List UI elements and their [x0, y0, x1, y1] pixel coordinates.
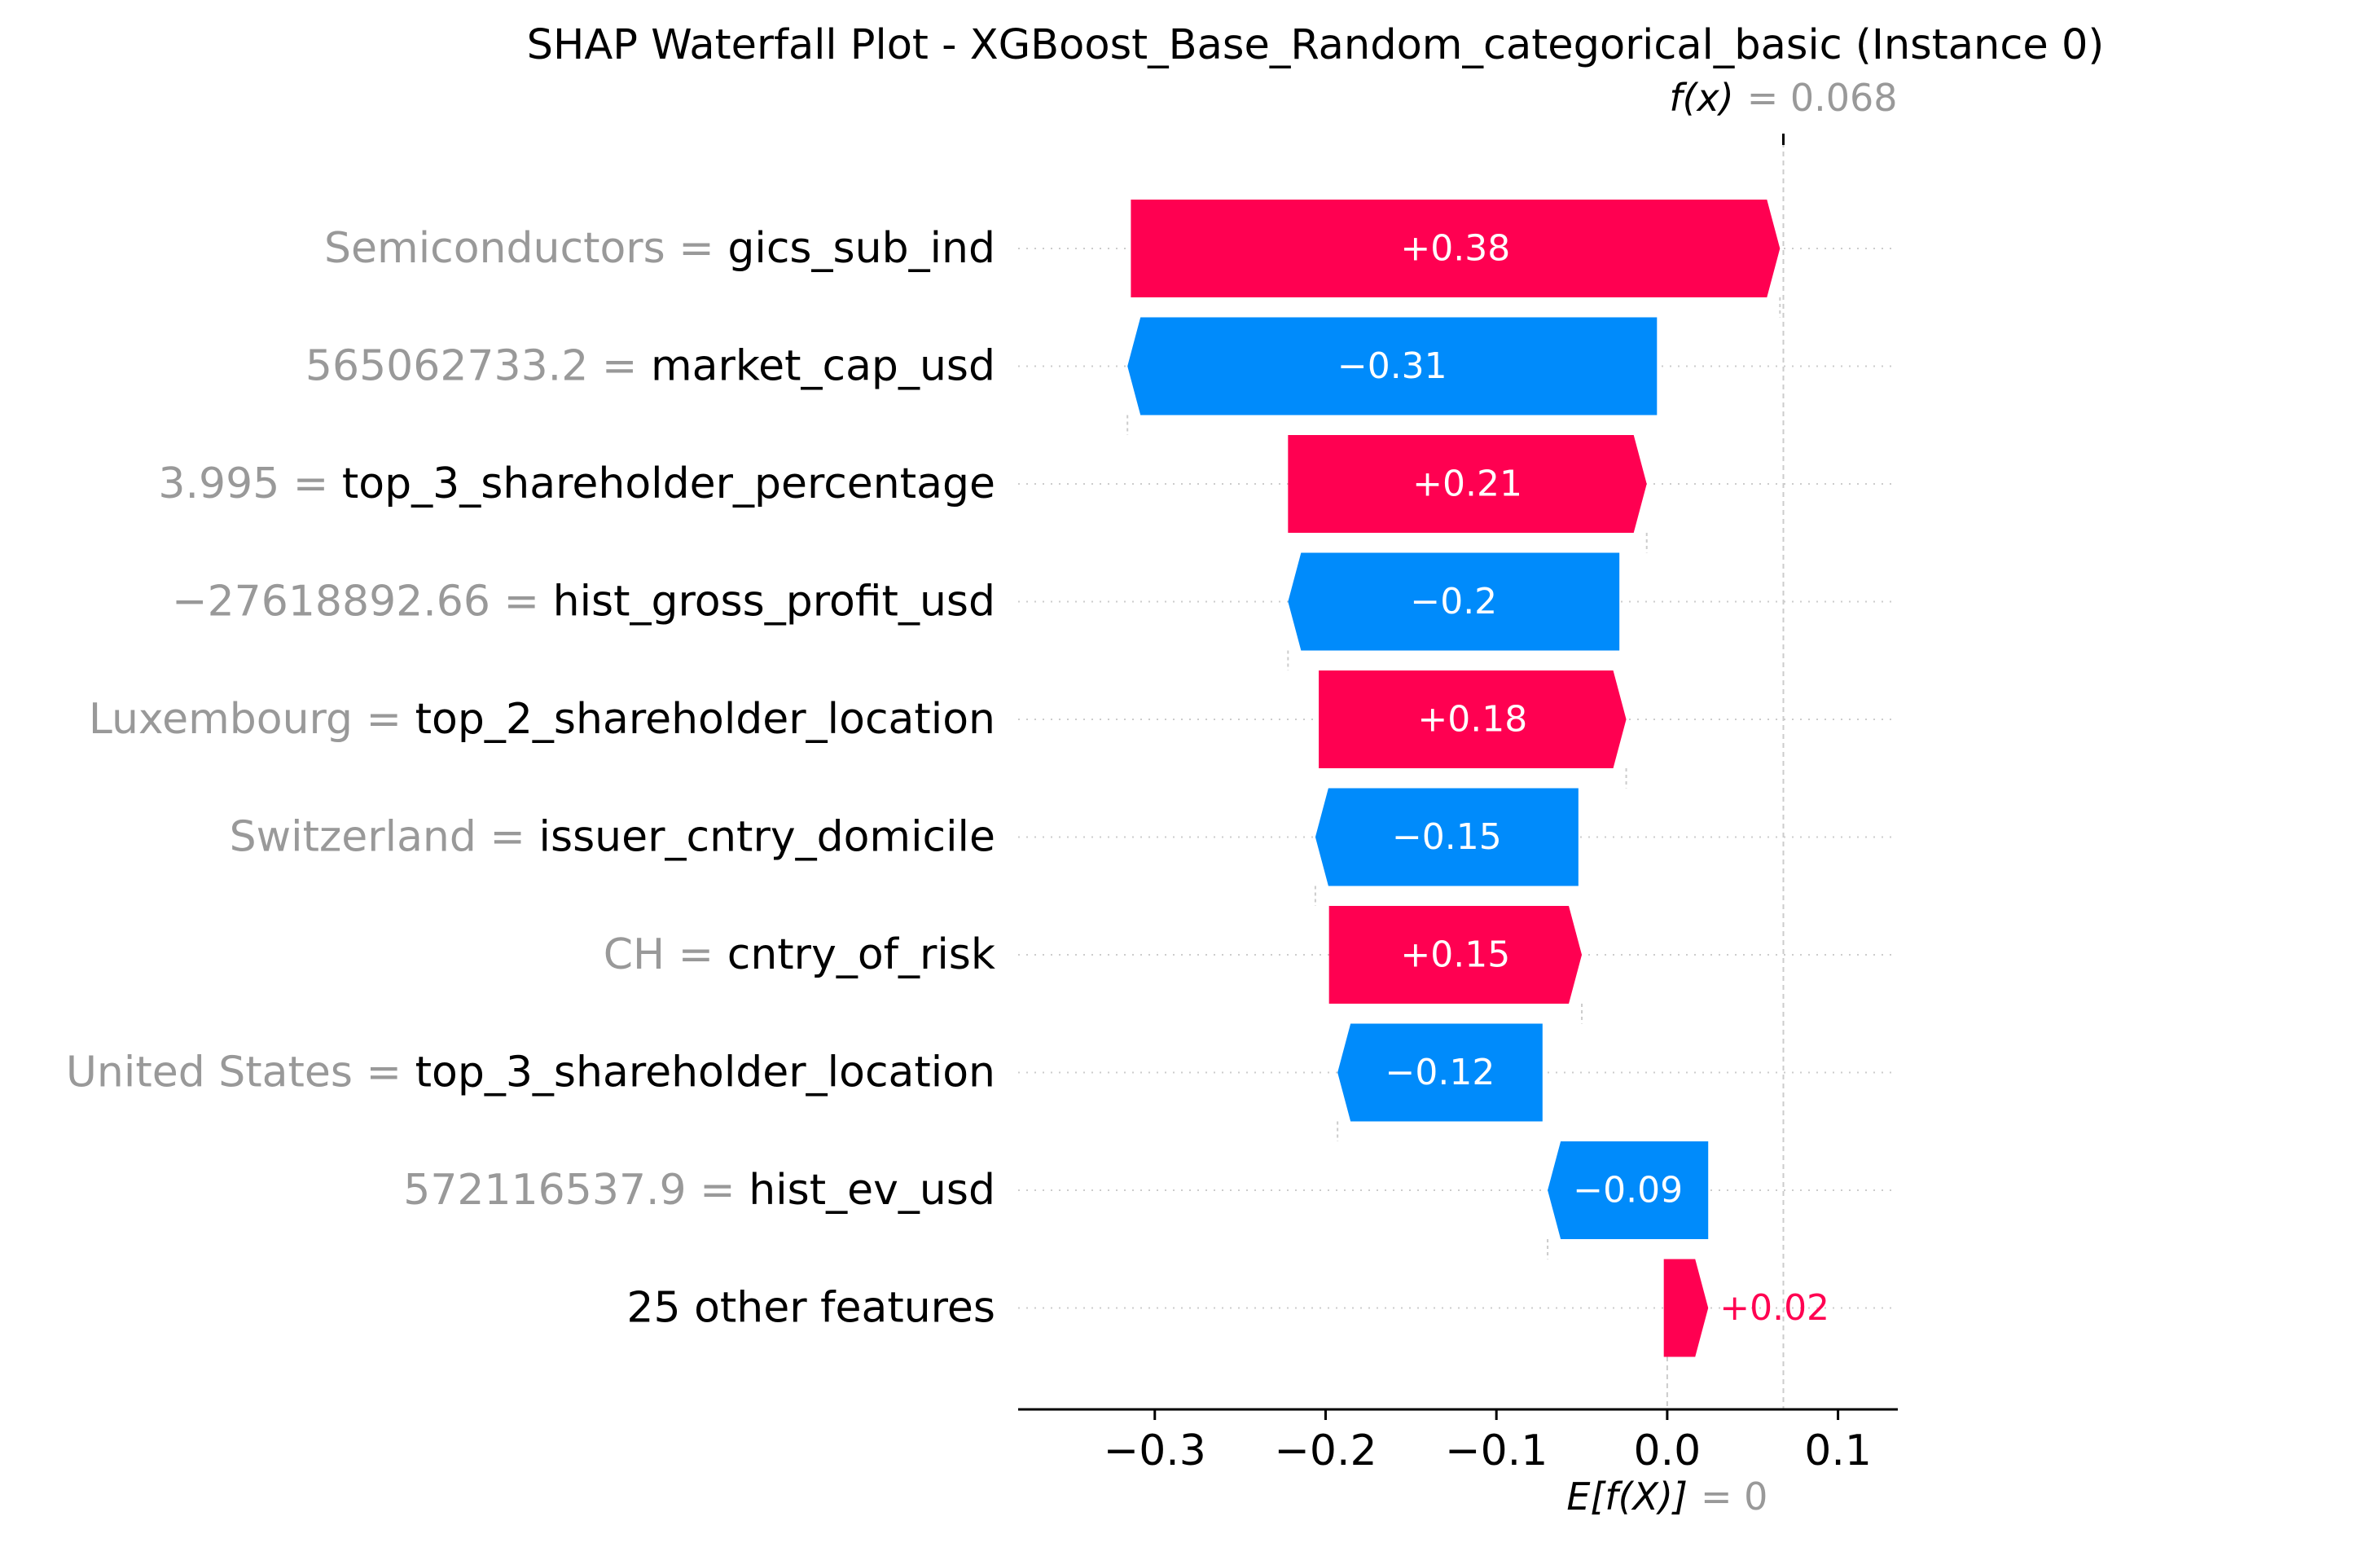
feature-label: CH = cntry_of_risk — [604, 930, 995, 979]
feature-label: United States = top_3_shareholder_locati… — [66, 1048, 995, 1097]
bar-value-label: −0.09 — [1573, 1170, 1683, 1211]
feature-label: −27618892.66 = hist_gross_profit_usd — [172, 578, 995, 626]
feature-value-text: CH — [604, 930, 665, 979]
feature-name-text: top_3_shareholder_location — [415, 1048, 995, 1097]
output-value-annotation: f(x) = 0.068 — [1669, 76, 1897, 120]
expected-value-number: = 0 — [1701, 1475, 1767, 1519]
feature-value-text: Luxembourg — [89, 695, 353, 744]
chart-title: SHAP Waterfall Plot - XGBoost_Base_Rando… — [527, 21, 2105, 69]
expected-value-annotation: E[f(X)] = 0 — [1566, 1475, 1767, 1519]
positive-bar — [1319, 670, 1627, 768]
negative-bar — [1548, 1141, 1709, 1239]
feature-label: 565062733.2 = market_cap_usd — [305, 342, 995, 391]
output-value-number: = 0.068 — [1747, 76, 1898, 120]
negative-bar — [1337, 1023, 1543, 1122]
feature-name-text: market_cap_usd — [651, 342, 995, 391]
feature-label: Luxembourg = top_2_shareholder_location — [89, 695, 995, 744]
feature-labels: Semiconductors = gics_sub_ind 565062733.2… — [66, 224, 995, 1333]
feature-name-text: issuer_cntry_domicile — [539, 813, 995, 862]
feature-value-text: Semiconductors — [324, 224, 665, 273]
equals-sign: = — [588, 342, 651, 391]
feature-value-text: 572116537.9 — [403, 1166, 686, 1215]
x-tick-label: 0.1 — [1804, 1427, 1872, 1475]
feature-name-text: top_2_shareholder_location — [415, 695, 995, 744]
x-tick-label: −0.3 — [1104, 1427, 1206, 1475]
positive-bar — [1663, 1259, 1709, 1357]
feature-name-text: 25 other features — [626, 1284, 995, 1333]
equals-sign: = — [279, 459, 342, 508]
positive-bar — [1328, 906, 1583, 1004]
positive-bar — [1131, 200, 1781, 297]
value-annotations: +0.38 −0.31 +0.21 −0.2 +0.18 −0.15 +0.15 −0.12 −… — [1337, 76, 1898, 1519]
bar-value-label: +0.15 — [1400, 934, 1510, 976]
feature-label: 3.995 = top_3_shareholder_percentage — [158, 459, 995, 508]
bar-value-label: +0.21 — [1412, 464, 1522, 505]
feature-label: 572116537.9 = hist_ev_usd — [403, 1166, 995, 1215]
bar-value-label: +0.18 — [1417, 699, 1527, 741]
feature-label: Switzerland = issuer_cntry_domicile — [230, 813, 995, 862]
feature-value-text: United States — [66, 1048, 353, 1097]
bar-value-label: +0.38 — [1400, 228, 1510, 270]
feature-name-text: hist_ev_usd — [749, 1166, 995, 1215]
bar-value-label: −0.31 — [1337, 345, 1447, 387]
negative-bar — [1127, 317, 1658, 415]
feature-label: Semiconductors = gics_sub_ind — [324, 224, 995, 273]
x-axis: −0.3 −0.2 −0.1 0.0 0.1 — [1018, 134, 1898, 1475]
equals-sign: = — [476, 813, 539, 862]
bars — [1127, 200, 1781, 1357]
equals-sign: = — [665, 224, 728, 273]
positive-bar — [1288, 435, 1647, 533]
equals-sign: = — [353, 695, 415, 744]
feature-name-text: gics_sub_ind — [727, 224, 995, 273]
x-tick-label: 0.0 — [1634, 1427, 1702, 1475]
feature-value-text: −27618892.66 — [172, 578, 490, 626]
connector-lines — [1126, 143, 1785, 1409]
bar-value-label: −0.12 — [1385, 1052, 1495, 1093]
equals-sign: = — [353, 1048, 415, 1097]
feature-label: 25 other features — [626, 1284, 995, 1333]
feature-value-text: 3.995 — [158, 459, 279, 508]
feature-value-text: Switzerland — [230, 813, 476, 862]
expected-value-label: E[f(X)] — [1566, 1475, 1688, 1519]
feature-name-text: top_3_shareholder_percentage — [342, 459, 995, 508]
feature-value-text: 565062733.2 — [305, 342, 588, 391]
bar-value-label: −0.2 — [1410, 581, 1497, 622]
feature-name-text: hist_gross_profit_usd — [553, 578, 995, 626]
bar-value-label: −0.15 — [1392, 816, 1502, 858]
x-tick-label: −0.2 — [1274, 1427, 1377, 1475]
equals-sign: = — [687, 1166, 749, 1215]
bar-value-label: +0.02 — [1719, 1287, 1829, 1329]
equals-sign: = — [490, 578, 553, 626]
negative-bar — [1288, 552, 1620, 651]
negative-bar — [1315, 788, 1579, 886]
equals-sign: = — [665, 930, 727, 979]
output-value-label: f(x) — [1669, 76, 1733, 120]
feature-name-text: cntry_of_risk — [727, 930, 995, 979]
x-tick-label: −0.1 — [1445, 1427, 1548, 1475]
